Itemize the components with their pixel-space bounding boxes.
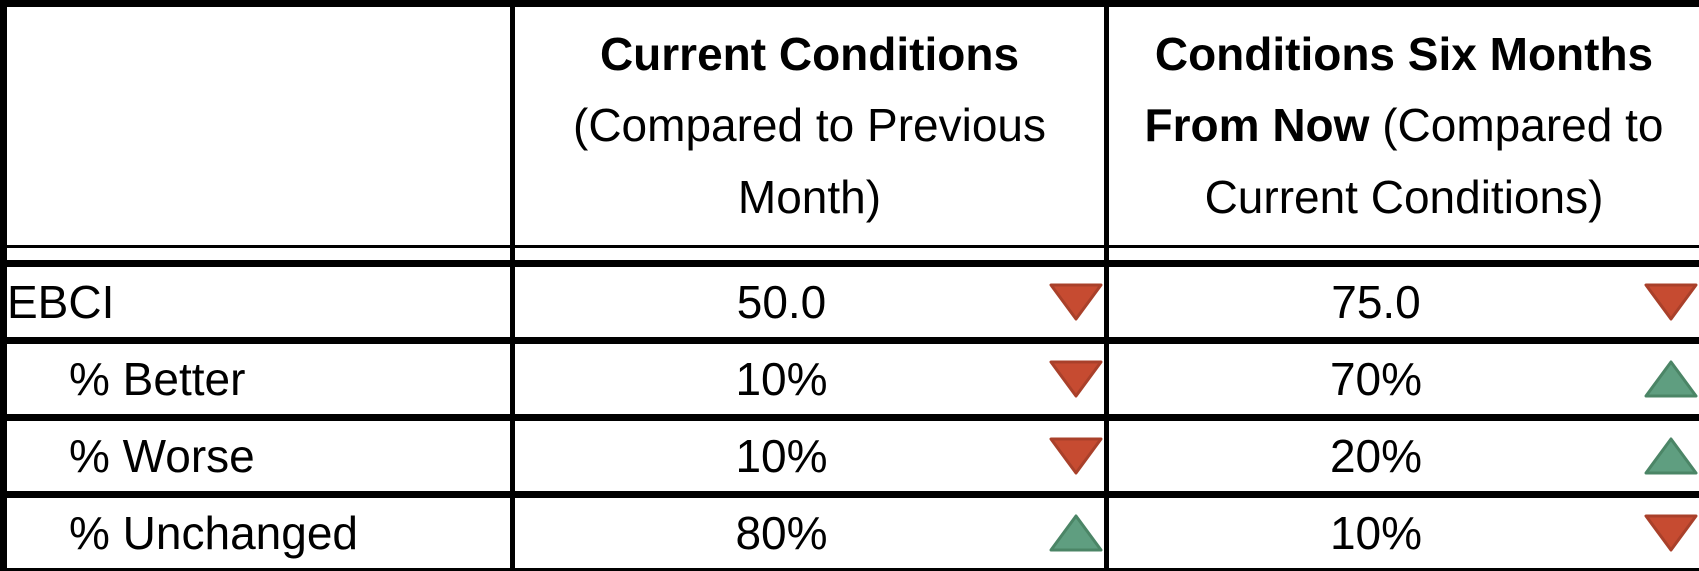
- column-header-empty: [1, 3, 513, 248]
- trend-up-icon: [1643, 435, 1699, 477]
- table-row-better: % Better 10% 70%: [1, 340, 1699, 421]
- divider-gap-cell: [1104, 246, 1699, 267]
- header-row: Current Conditions (Compared to Previous…: [1, 3, 1699, 248]
- divider-gap-cell: [510, 246, 1107, 267]
- trend-up-icon: [1048, 512, 1104, 554]
- header-divider-gap: [1, 246, 1699, 267]
- trend-down-icon: [1048, 358, 1104, 400]
- metric-value: 80%: [735, 507, 828, 559]
- metric-value: 10%: [735, 353, 828, 405]
- current-value-cell: 80%: [510, 494, 1107, 571]
- future-value-cell: 70%: [1104, 340, 1699, 421]
- divider-gap-cell: [1, 246, 513, 267]
- row-label: EBCI: [1, 263, 513, 344]
- metric-value: 10%: [1329, 507, 1423, 559]
- header-normal-text: (Compared to Current Conditions): [1204, 99, 1664, 223]
- header-bold-text: Current Conditions: [599, 28, 1020, 81]
- column-header-six-months: Conditions Six Months From Now (Compared…: [1104, 3, 1699, 248]
- header-normal-text: (Compared to Previous Month): [573, 99, 1046, 223]
- metric-value: 75.0: [1331, 276, 1421, 328]
- current-value-cell: 50.0: [510, 263, 1107, 344]
- trend-down-icon: [1643, 512, 1699, 554]
- future-value-cell: 10%: [1104, 494, 1699, 571]
- row-label: % Unchanged: [1, 494, 513, 571]
- metric-value: 70%: [1329, 353, 1423, 405]
- future-value-cell: 75.0: [1104, 263, 1699, 344]
- future-value-cell: 20%: [1104, 417, 1699, 498]
- table-row-worse: % Worse 10% 20%: [1, 417, 1699, 498]
- trend-down-icon: [1048, 435, 1104, 477]
- table-row-unchanged: % Unchanged 80% 10%: [1, 494, 1699, 571]
- current-value-cell: 10%: [510, 340, 1107, 421]
- row-label: % Better: [1, 340, 513, 421]
- metric-value: 10%: [735, 430, 828, 482]
- column-header-current-conditions: Current Conditions (Compared to Previous…: [510, 3, 1107, 248]
- header-bold-text: Conditions Six Months From Now: [1144, 28, 1654, 152]
- current-value-cell: 10%: [510, 417, 1107, 498]
- trend-down-icon: [1643, 281, 1699, 323]
- metric-value: 20%: [1329, 430, 1423, 482]
- table-row-ebci: EBCI 50.0 75.0: [1, 263, 1699, 344]
- row-label: % Worse: [1, 417, 513, 498]
- trend-up-icon: [1643, 358, 1699, 400]
- trend-down-icon: [1048, 281, 1104, 323]
- metric-value: 50.0: [736, 276, 827, 328]
